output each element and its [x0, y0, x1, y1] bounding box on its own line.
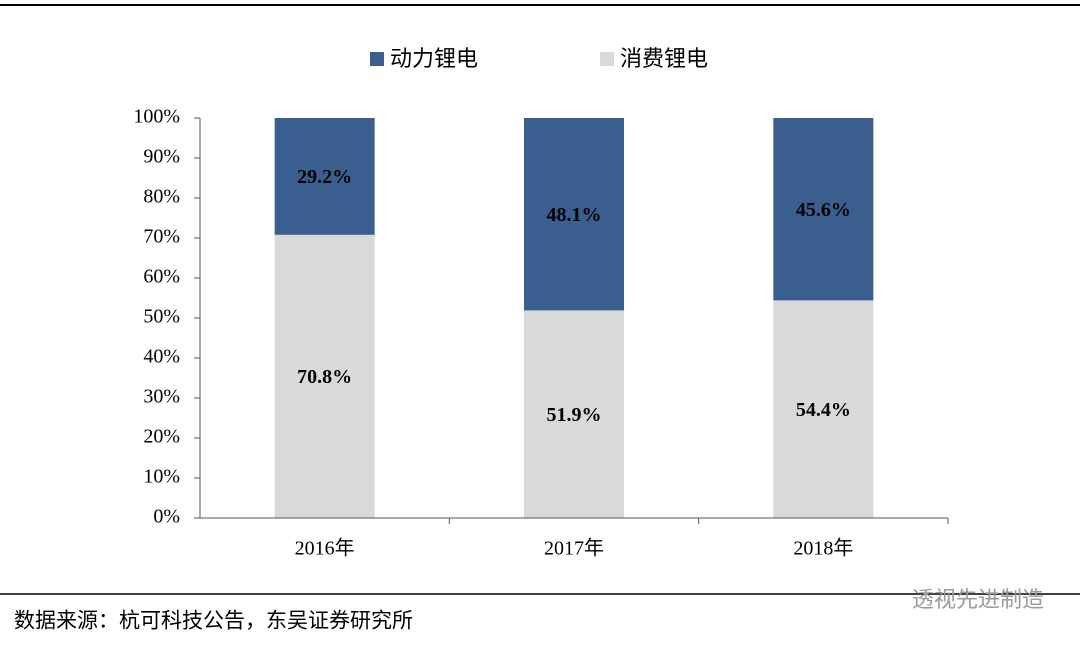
y-tick-label: 10%	[143, 466, 180, 488]
bar-segment	[773, 118, 874, 301]
legend-label: 消费锂电	[620, 47, 708, 72]
bar-segment	[773, 300, 874, 518]
value-label: 54.4%	[796, 399, 851, 421]
bar-segment	[524, 118, 624, 311]
value-label: 29.2%	[297, 166, 352, 188]
y-tick-label: 30%	[143, 386, 180, 408]
x-tick-label: 2016年	[295, 537, 355, 560]
legend-swatch	[600, 52, 614, 66]
y-tick-label: 70%	[143, 226, 180, 248]
y-tick-label: 100%	[133, 106, 180, 128]
bar-segment	[524, 310, 624, 518]
y-tick-label: 80%	[143, 186, 180, 208]
bar-segment	[274, 234, 375, 519]
y-tick-label: 20%	[143, 426, 180, 448]
value-label: 45.6%	[796, 199, 851, 221]
y-tick-label: 60%	[143, 266, 180, 288]
legend-label: 动力锂电	[390, 47, 478, 72]
y-tick-label: 0%	[153, 506, 180, 528]
y-tick-label: 90%	[143, 146, 180, 168]
source-note: 数据来源：杭可科技公告，东吴证券研究所	[14, 609, 413, 633]
legend-swatch	[370, 52, 384, 66]
watermark: 透视先进制造	[912, 588, 1044, 613]
x-tick-label: 2018年	[793, 537, 853, 560]
y-tick-label: 40%	[143, 346, 180, 368]
y-tick-label: 50%	[143, 306, 180, 328]
value-label: 70.8%	[297, 366, 352, 388]
bar-segment	[274, 118, 375, 235]
value-label: 48.1%	[547, 204, 602, 226]
value-label: 51.9%	[547, 404, 602, 426]
x-tick-label: 2017年	[544, 537, 604, 560]
